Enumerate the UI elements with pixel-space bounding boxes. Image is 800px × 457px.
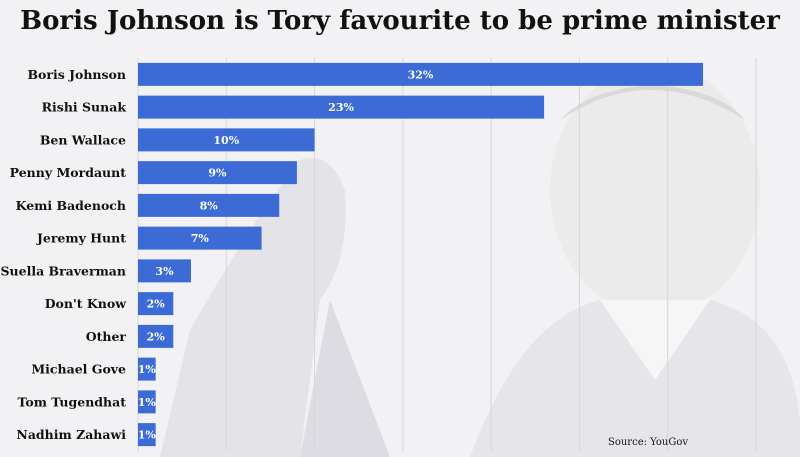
value-label: 8% bbox=[200, 199, 219, 212]
category-label: Nadhim Zahawi bbox=[16, 427, 126, 442]
bar bbox=[138, 62, 704, 86]
bar bbox=[138, 226, 262, 250]
category-labels: Boris Johnson Rishi Sunak Ben Wallace Penny… bbox=[1, 67, 128, 442]
value-label: 2% bbox=[147, 330, 166, 343]
bar bbox=[138, 324, 174, 348]
category-label: Rishi Sunak bbox=[42, 100, 127, 115]
category-label: Kemi Badenoch bbox=[16, 198, 126, 213]
value-label: 2% bbox=[147, 298, 166, 311]
value-label: 10% bbox=[213, 134, 239, 147]
bar bbox=[138, 95, 545, 119]
source-note: Source: YouGov bbox=[608, 437, 689, 448]
category-label: Tom Tugendhat bbox=[17, 394, 126, 409]
category-label: Penny Mordaunt bbox=[10, 165, 127, 180]
bar bbox=[138, 390, 156, 414]
category-label: Other bbox=[86, 329, 127, 344]
category-label: Jeremy Hunt bbox=[36, 231, 126, 246]
value-label: 3% bbox=[155, 265, 174, 278]
category-label: Don't Know bbox=[45, 296, 128, 311]
bar bbox=[138, 357, 156, 381]
bar bbox=[138, 423, 156, 447]
category-label: Michael Gove bbox=[31, 362, 126, 377]
bar bbox=[138, 259, 191, 283]
value-labels: 32% 23% 10% 9% 8% 7% 3% 2% 2% 1% 1% 1% bbox=[138, 68, 434, 441]
category-label: Suella Braverman bbox=[1, 263, 126, 278]
chart-title: Boris Johnson is Tory favourite to be pr… bbox=[20, 6, 780, 36]
grid-lines bbox=[137, 58, 757, 451]
value-label: 23% bbox=[328, 101, 354, 114]
category-label: Ben Wallace bbox=[40, 132, 126, 147]
value-label: 1% bbox=[138, 396, 157, 409]
category-label: Boris Johnson bbox=[27, 67, 126, 82]
bar bbox=[138, 193, 280, 217]
bar bbox=[138, 161, 297, 185]
value-label: 1% bbox=[138, 429, 157, 442]
value-label: 32% bbox=[408, 68, 434, 81]
bar bbox=[138, 292, 174, 316]
value-label: 9% bbox=[208, 167, 227, 180]
value-label: 7% bbox=[191, 232, 210, 245]
bar bbox=[138, 128, 315, 152]
value-label: 1% bbox=[138, 363, 157, 376]
bars bbox=[138, 62, 704, 447]
